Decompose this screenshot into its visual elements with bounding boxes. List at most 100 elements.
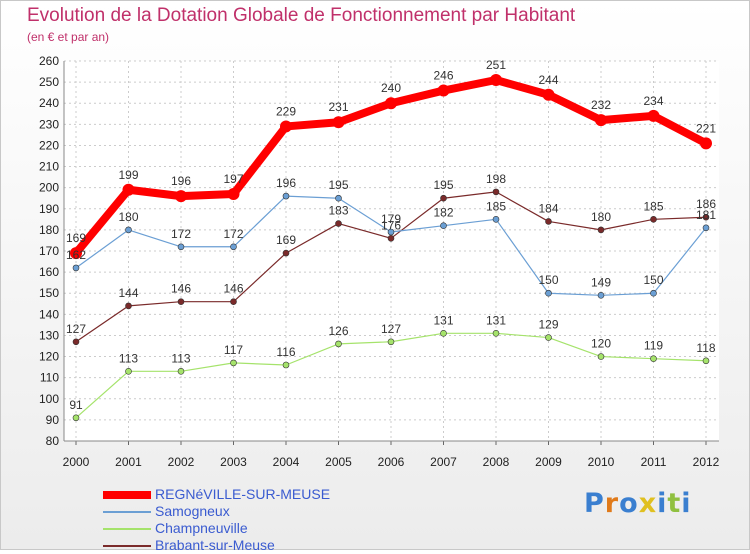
y-tick-label: 160 xyxy=(39,265,59,279)
y-tick-label: 130 xyxy=(39,328,59,342)
data-point xyxy=(282,249,290,257)
data-point xyxy=(440,194,447,202)
data-label: 131 xyxy=(486,313,506,327)
data-label: 246 xyxy=(433,69,453,83)
y-tick-label: 230 xyxy=(39,117,59,131)
data-label: 146 xyxy=(171,282,191,296)
legend-swatch xyxy=(103,528,151,530)
y-tick-label: 110 xyxy=(40,371,59,385)
data-point xyxy=(542,88,555,101)
data-label: 198 xyxy=(486,172,506,186)
data-label: 180 xyxy=(118,210,138,224)
data-label: 182 xyxy=(433,206,453,220)
data-label: 183 xyxy=(328,204,348,218)
data-label: 221 xyxy=(696,121,716,135)
data-label: 127 xyxy=(381,322,401,336)
data-point xyxy=(125,226,132,234)
data-label: 195 xyxy=(433,178,453,192)
data-label: 185 xyxy=(486,199,506,213)
data-point xyxy=(650,216,657,223)
data-label: 150 xyxy=(643,273,663,287)
data-label: 150 xyxy=(538,273,558,287)
data-label: 116 xyxy=(276,345,295,359)
data-label: 195 xyxy=(328,178,348,192)
data-label: 119 xyxy=(644,339,663,353)
data-point xyxy=(545,334,552,341)
data-point xyxy=(72,338,80,346)
x-tick-label: 2001 xyxy=(115,455,142,469)
data-point xyxy=(650,355,657,362)
data-label: 120 xyxy=(591,337,611,351)
data-point xyxy=(650,289,657,297)
data-label: 172 xyxy=(171,227,191,241)
data-label: 196 xyxy=(171,174,191,188)
x-tick-label: 2005 xyxy=(325,455,352,469)
data-label: 180 xyxy=(591,210,611,224)
legend-label: Samogneux xyxy=(155,503,230,519)
data-point xyxy=(332,116,345,129)
data-point xyxy=(70,247,82,260)
y-tick-label: 250 xyxy=(39,75,59,89)
x-tick-label: 2012 xyxy=(693,455,720,469)
data-point xyxy=(702,357,710,365)
data-label: 113 xyxy=(119,351,138,365)
data-point xyxy=(230,359,237,367)
data-point xyxy=(282,192,290,200)
y-tick-label: 120 xyxy=(39,350,59,364)
data-point xyxy=(385,97,397,110)
data-label: 181 xyxy=(696,208,716,222)
data-label: 229 xyxy=(276,104,296,118)
logo-letter: r xyxy=(604,488,620,519)
y-tick-label: 180 xyxy=(39,223,59,237)
data-point xyxy=(125,302,132,310)
data-point xyxy=(72,414,80,422)
x-tick-label: 2004 xyxy=(273,455,300,469)
logo-letter: P xyxy=(584,488,605,519)
data-label: 244 xyxy=(538,73,558,87)
data-point xyxy=(72,264,80,272)
data-label: 240 xyxy=(381,81,401,95)
logo-letter: i xyxy=(657,488,668,519)
data-point xyxy=(230,298,237,305)
chart-subtitle: (en € et par an) xyxy=(27,30,110,44)
data-label: 172 xyxy=(223,227,243,241)
data-point xyxy=(595,114,607,127)
line-chart: 80 90 100 110 120 130 140 150 160 170 180 190 200 210… xyxy=(39,54,720,469)
data-point xyxy=(700,137,712,150)
data-point xyxy=(387,338,395,346)
data-label: 199 xyxy=(118,168,138,182)
data-point xyxy=(492,216,500,223)
data-point xyxy=(702,213,710,221)
x-tick-label: 2011 xyxy=(641,455,667,469)
x-tick-label: 2003 xyxy=(220,455,247,469)
data-point xyxy=(175,190,187,203)
data-point xyxy=(280,120,292,133)
data-point xyxy=(335,194,342,202)
chart-title: Evolution de la Dotation Globale de Fonc… xyxy=(27,5,576,26)
data-point xyxy=(597,292,605,299)
x-tick-label: 2002 xyxy=(168,455,195,469)
data-point xyxy=(490,74,502,86)
x-tick-label: 2007 xyxy=(430,455,457,469)
y-tick-label: 260 xyxy=(39,54,59,68)
x-tick-label: 2008 xyxy=(483,455,510,469)
data-point xyxy=(492,330,500,337)
y-tick-label: 90 xyxy=(46,413,60,427)
legend-swatch xyxy=(103,491,151,499)
legend-label: Brabant-sur-Meuse xyxy=(155,537,275,553)
data-label: 144 xyxy=(118,286,138,300)
data-point xyxy=(647,109,660,122)
proxiti-logo[interactable]: Proxiti xyxy=(584,488,692,519)
data-label: 186 xyxy=(696,197,716,211)
data-point xyxy=(230,243,237,251)
data-label: 162 xyxy=(66,248,86,262)
y-tick-label: 150 xyxy=(39,286,59,300)
legend-label: Champneuville xyxy=(155,520,248,536)
data-label: 184 xyxy=(538,201,558,215)
data-point xyxy=(125,368,132,375)
data-point xyxy=(227,188,240,200)
x-tick-label: 2010 xyxy=(588,455,615,469)
data-label: 127 xyxy=(66,322,86,336)
y-tick-label: 240 xyxy=(39,96,59,110)
data-point xyxy=(335,340,342,348)
